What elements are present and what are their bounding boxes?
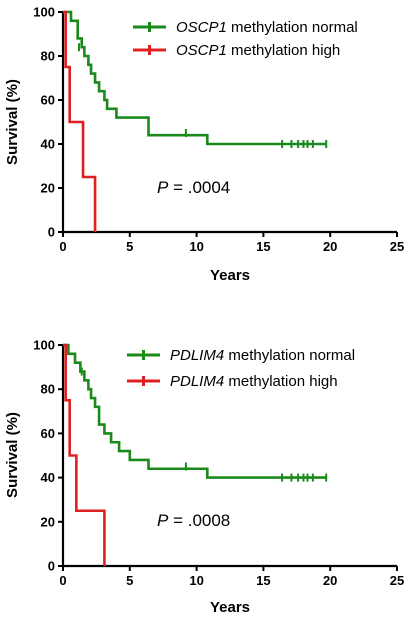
y-tick-label: 60 [41,426,55,441]
series-line-normal [63,343,327,479]
x-tick-label: 20 [323,239,337,254]
p-value: = .0008 [168,511,230,530]
y-tick-label: 100 [33,5,55,20]
legend-label: OSCP1 methylation high [176,42,340,59]
y-tick-label: 80 [41,382,55,397]
legend-label: PDLIM4 methylation high [170,373,338,390]
legend-gene: PDLIM4 [170,373,224,390]
chart-panel-1: 0 20 40 60 80 100 0 5 10 15 20 25 Years Survival (%) O… [4,5,404,285]
x-tick-label: 25 [390,573,404,588]
y-tick-label: 60 [41,93,55,108]
y-axis-title: Survival (%) [4,79,21,165]
p-value-annotation: P = .0004 [157,178,230,197]
legend-label-rest: methylation high [227,42,340,59]
x-axis-title: Years [210,599,250,616]
legend-label-rest: methylation normal [227,19,358,36]
legend-label-rest: methylation high [224,373,337,390]
x-tick-label: 25 [390,239,404,254]
y-axis-title: Survival (%) [4,412,21,498]
x-tick-label: 0 [59,573,66,588]
x-tick-label: 5 [126,573,133,588]
series-line-high [63,343,106,566]
y-tick-label: 80 [41,49,55,64]
y-tick-label: 20 [41,181,55,196]
y-tick-label: 40 [41,470,55,485]
legend-label-rest: methylation normal [224,347,355,364]
legend-gene: PDLIM4 [170,347,224,364]
y-tick-label: 20 [41,514,55,529]
p-symbol: P [157,178,169,197]
y-tick-label: 0 [48,559,55,574]
chart-panel-2: 0 20 40 60 80 100 0 5 10 15 20 25 Years Survival (%) P… [4,338,404,617]
x-tick-label: 10 [189,573,203,588]
series-line-high [63,10,97,232]
legend-label: PDLIM4 methylation normal [170,347,355,364]
x-tick-label: 5 [126,239,133,254]
x-tick-label: 15 [256,573,270,588]
x-axis-title: Years [210,267,250,284]
x-tick-label: 15 [256,239,270,254]
y-tick-label: 100 [33,338,55,353]
legend-gene: OSCP1 [176,19,227,36]
y-tick-label: 0 [48,225,55,240]
legend-gene: OSCP1 [176,42,227,59]
x-tick-label: 20 [323,573,337,588]
series-line-normal [63,10,327,146]
y-tick-label: 40 [41,137,55,152]
p-value-annotation: P = .0008 [157,511,230,530]
p-symbol: P [157,511,169,530]
legend-label: OSCP1 methylation normal [176,19,358,36]
p-value: = .0004 [168,178,230,197]
x-tick-label: 0 [59,239,66,254]
x-tick-label: 10 [189,239,203,254]
